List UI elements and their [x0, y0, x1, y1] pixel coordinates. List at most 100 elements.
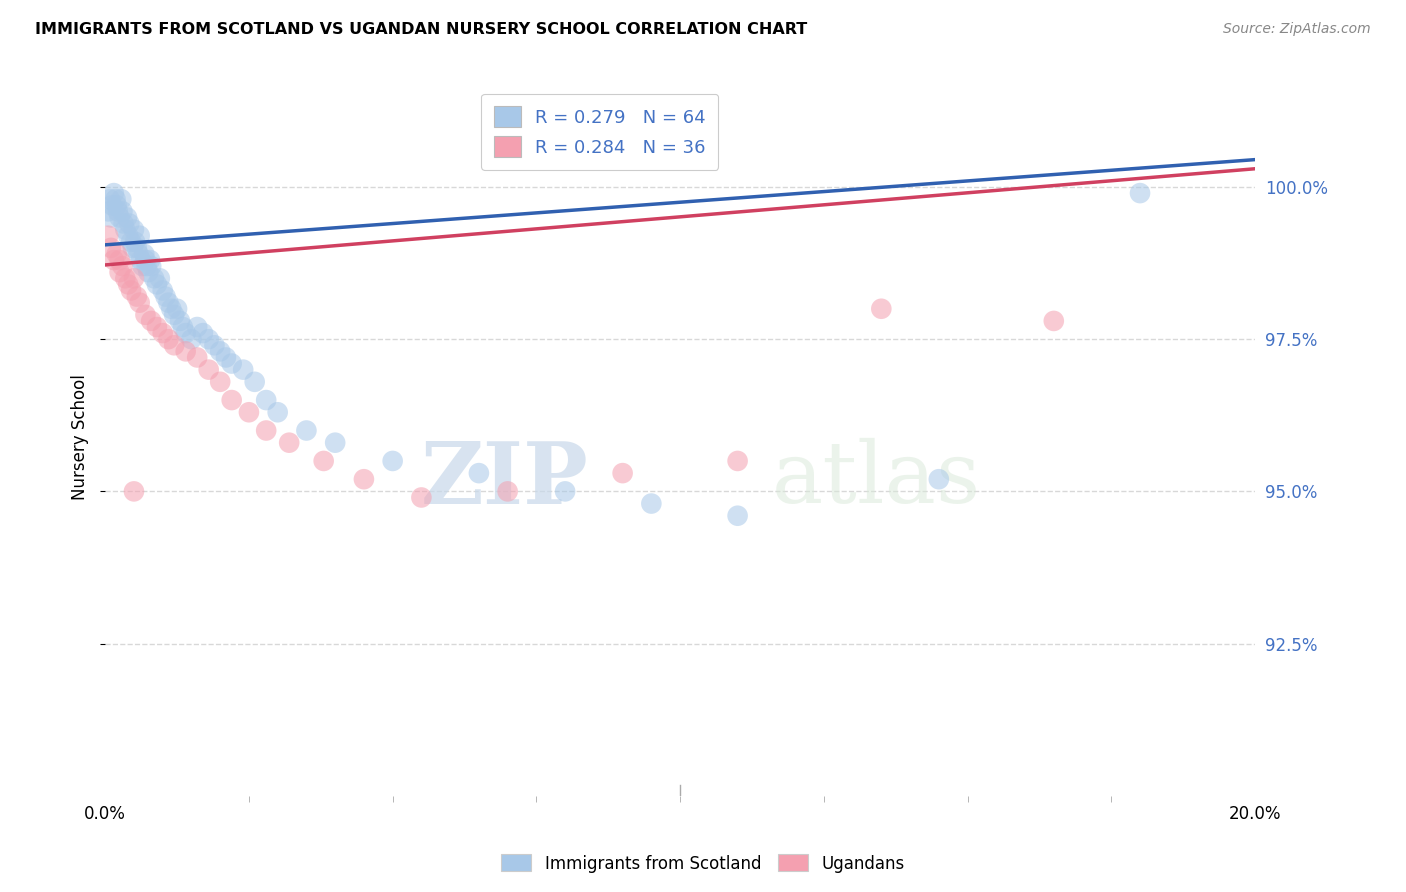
Point	[134, 308, 156, 322]
Point	[100, 211, 122, 225]
Point	[640, 497, 662, 511]
Point	[163, 308, 186, 322]
Point	[135, 259, 157, 273]
Point	[204, 338, 226, 352]
Point	[155, 289, 177, 303]
Point	[115, 211, 138, 225]
Point	[191, 326, 214, 340]
Text: ZIP: ZIP	[420, 438, 588, 522]
Point	[928, 472, 950, 486]
Point	[232, 362, 254, 376]
Point	[114, 271, 136, 285]
Point	[496, 484, 519, 499]
Point	[180, 332, 202, 346]
Point	[381, 454, 404, 468]
Point	[104, 192, 127, 206]
Point	[1129, 186, 1152, 200]
Point	[108, 265, 131, 279]
Text: IMMIGRANTS FROM SCOTLAND VS UGANDAN NURSERY SCHOOL CORRELATION CHART: IMMIGRANTS FROM SCOTLAND VS UGANDAN NURS…	[35, 22, 807, 37]
Point	[215, 351, 238, 365]
Point	[114, 222, 136, 236]
Point	[108, 211, 131, 225]
Point	[120, 284, 142, 298]
Point	[186, 351, 208, 365]
Point	[278, 435, 301, 450]
Point	[111, 259, 134, 273]
Point	[105, 247, 128, 261]
Point	[110, 192, 132, 206]
Point	[124, 235, 146, 249]
Point	[727, 454, 749, 468]
Point	[727, 508, 749, 523]
Point	[131, 259, 153, 273]
Point	[163, 338, 186, 352]
Point	[243, 375, 266, 389]
Point	[353, 472, 375, 486]
Point	[612, 466, 634, 480]
Point	[209, 344, 232, 359]
Point	[172, 320, 194, 334]
Legend: R = 0.279   N = 64, R = 0.284   N = 36: R = 0.279 N = 64, R = 0.284 N = 36	[481, 94, 718, 169]
Text: Source: ZipAtlas.com: Source: ZipAtlas.com	[1223, 22, 1371, 37]
Point	[97, 228, 120, 243]
Point	[166, 301, 188, 316]
Point	[160, 301, 183, 316]
Point	[103, 253, 125, 268]
Point	[312, 454, 335, 468]
Point	[101, 198, 124, 212]
Point	[125, 289, 148, 303]
Point	[468, 466, 491, 480]
Point	[238, 405, 260, 419]
Point	[323, 435, 346, 450]
Point	[118, 217, 141, 231]
Text: atlas: atlas	[772, 438, 981, 521]
Point	[146, 320, 169, 334]
Point	[97, 204, 120, 219]
Point	[209, 375, 232, 389]
Point	[141, 259, 163, 273]
Point	[100, 241, 122, 255]
Point	[221, 357, 243, 371]
Point	[411, 491, 433, 505]
Point	[554, 484, 576, 499]
Point	[141, 314, 163, 328]
Point	[1042, 314, 1064, 328]
Point	[128, 247, 150, 261]
Point	[117, 228, 139, 243]
Point	[146, 277, 169, 292]
Point	[139, 253, 162, 268]
Point	[122, 271, 145, 285]
Point	[174, 326, 197, 340]
Point	[197, 332, 219, 346]
Point	[197, 362, 219, 376]
Point	[157, 295, 180, 310]
Point	[254, 424, 277, 438]
Point	[134, 247, 156, 261]
Point	[134, 253, 156, 268]
Point	[120, 235, 142, 249]
Point	[122, 484, 145, 499]
Point	[107, 204, 129, 219]
Point	[149, 271, 172, 285]
Point	[111, 204, 134, 219]
Point	[125, 241, 148, 255]
Point	[122, 222, 145, 236]
Point	[117, 277, 139, 292]
Point	[136, 265, 159, 279]
Point	[105, 198, 128, 212]
Point	[128, 228, 150, 243]
Point	[152, 326, 174, 340]
Y-axis label: Nursery School: Nursery School	[72, 374, 89, 500]
Point	[121, 241, 143, 255]
Point	[112, 217, 135, 231]
Point	[266, 405, 288, 419]
Point	[103, 186, 125, 200]
Point	[98, 192, 121, 206]
Legend: Immigrants from Scotland, Ugandans: Immigrants from Scotland, Ugandans	[495, 847, 911, 880]
Point	[128, 295, 150, 310]
Point	[174, 344, 197, 359]
Point	[169, 314, 191, 328]
Point	[221, 393, 243, 408]
Point	[254, 393, 277, 408]
Point	[870, 301, 893, 316]
